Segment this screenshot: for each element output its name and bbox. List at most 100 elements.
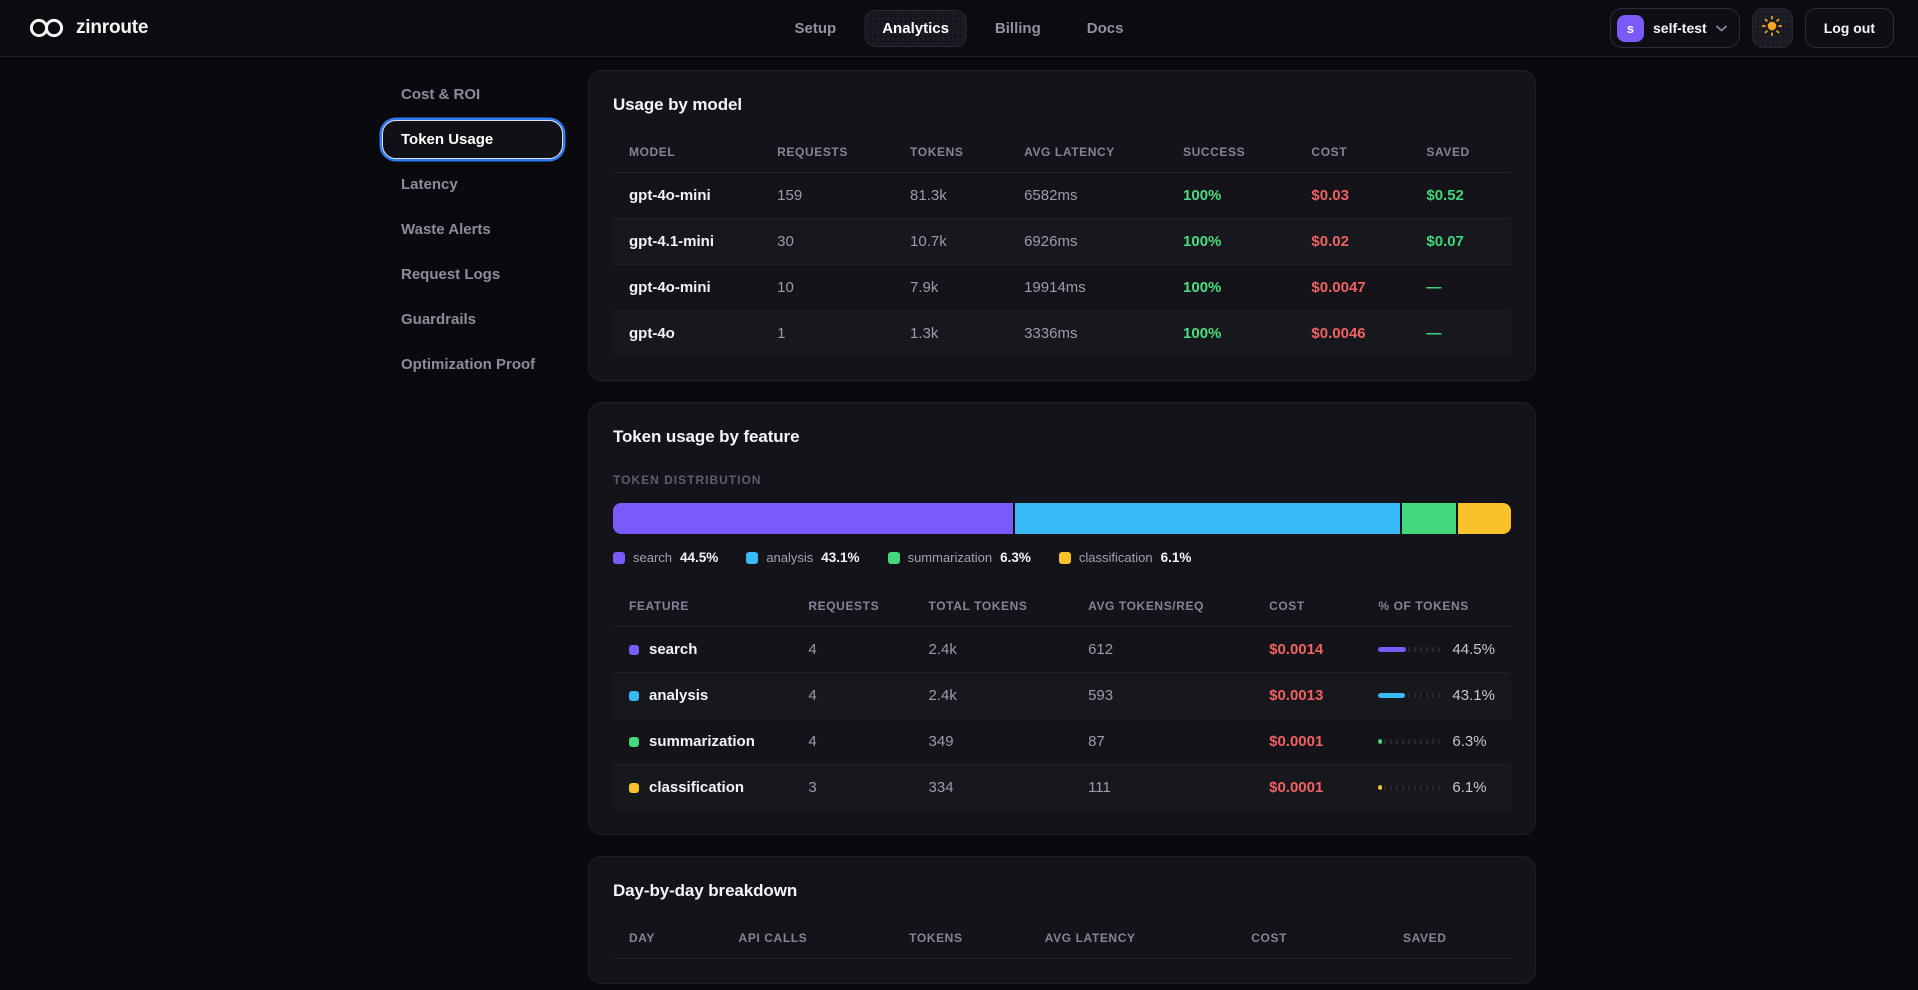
success-value: 100% — [1183, 187, 1222, 204]
feature-name: search — [649, 641, 698, 658]
sidebar-item-optimization-proof[interactable]: Optimization Proof — [401, 356, 536, 373]
chevron-down-icon — [1715, 19, 1727, 37]
tab-billing[interactable]: Billing — [994, 19, 1041, 37]
table-row: gpt-4.1-mini 30 10.7k 6926ms 100% $0.02 … — [613, 218, 1511, 265]
latency-value: 19914ms — [1008, 264, 1168, 311]
pct-of-tokens-cell: 43.1% — [1378, 687, 1495, 704]
pct-of-tokens-cell: 44.5% — [1378, 641, 1495, 658]
sidebar-item-cost-roi[interactable]: Cost & ROI — [401, 86, 481, 103]
col-tokens: TOKENS — [894, 135, 1009, 173]
model-name: gpt-4.1-mini — [613, 218, 762, 265]
table-row: gpt-4o 1 1.3k 3336ms 100% $0.0046 — — [613, 310, 1511, 356]
requests-value: 159 — [777, 187, 803, 204]
model-name: gpt-4o-mini — [629, 187, 711, 204]
pct-track — [1378, 693, 1441, 698]
success-value: 100% — [1167, 264, 1296, 311]
cost-value: $0.0001 — [1253, 718, 1363, 765]
legend-swatch — [746, 551, 759, 564]
table-row: gpt-4o-mini 10 7.9k 19914ms 100% $0.0047… — [613, 264, 1511, 311]
pct-text: 43.1% — [1452, 687, 1495, 704]
feature-swatch — [629, 644, 639, 655]
tokens-value: 7.9k — [894, 264, 1009, 311]
tab-docs[interactable]: Docs — [1086, 19, 1124, 37]
requests-value: 4 — [792, 718, 913, 765]
sidebar-item-waste-alerts[interactable]: Waste Alerts — [401, 221, 491, 238]
total-tokens-value: 349 — [912, 718, 1073, 765]
brand-name: zinroute — [76, 17, 149, 38]
sun-icon — [1762, 15, 1783, 41]
day-by-day-card: Day-by-day breakdown DAY API CALLS TOKEN… — [588, 856, 1536, 984]
col-cost: COST — [1235, 921, 1388, 959]
feature-cell: summarization — [629, 733, 776, 750]
table-row: analysis 4 2.4k 593 $0.0013 — [613, 672, 1511, 719]
tab-setup[interactable]: Setup — [794, 19, 837, 37]
requests-value: 30 — [761, 218, 895, 265]
col-requests: REQUESTS — [792, 589, 913, 627]
table-row: classification 3 334 111 $0.0001 — [613, 764, 1511, 810]
legend-item-search: search 44.5% — [613, 550, 718, 565]
legend-item-analysis: analysis 43.1% — [746, 550, 860, 565]
page-layout: Cost & ROI Token Usage Latency Waste Ale… — [382, 70, 1536, 984]
table-row: summarization 4 349 87 $0.0001 — [613, 718, 1511, 765]
pct-text: 44.5% — [1452, 641, 1495, 658]
pct-fill — [1378, 693, 1406, 698]
latency-value: 6926ms — [1008, 218, 1168, 265]
saved-value: — — [1410, 310, 1511, 356]
saved-value: — — [1410, 264, 1511, 311]
col-total-tokens: TOTAL TOKENS — [912, 589, 1073, 627]
saved-value: $0.07 — [1410, 218, 1511, 265]
logout-button[interactable]: Log out — [1804, 8, 1894, 48]
pct-text: 6.3% — [1452, 733, 1487, 750]
tab-analytics[interactable]: Analytics — [864, 9, 967, 47]
cost-value: $0.0046 — [1295, 310, 1411, 356]
feature-cell: classification — [629, 779, 776, 796]
sidebar-item-token-usage[interactable]: Token Usage — [382, 120, 563, 159]
pct-text: 6.1% — [1452, 779, 1487, 796]
col-requests: REQUESTS — [761, 135, 895, 173]
pct-fill — [1378, 647, 1406, 652]
sidebar-item-latency[interactable]: Latency — [401, 176, 458, 193]
cost-value: $0.0014 — [1269, 641, 1324, 658]
sidebar-item-guardrails[interactable]: Guardrails — [401, 311, 477, 328]
avg-tokens-value: 87 — [1072, 718, 1254, 765]
legend-swatch — [613, 551, 625, 564]
legend-name: analysis — [766, 550, 814, 565]
sidebar-item-request-logs[interactable]: Request Logs — [401, 266, 501, 283]
cost-value: $0.02 — [1295, 218, 1411, 265]
feature-name: summarization — [649, 733, 755, 750]
theme-toggle-button[interactable] — [1751, 8, 1793, 48]
legend-value: 6.3% — [1000, 550, 1031, 565]
col-feature: FEATURE — [613, 589, 793, 627]
avg-tokens-value: 612 — [1088, 641, 1114, 658]
account-avatar: s — [1617, 14, 1644, 42]
table-row: search 4 2.4k 612 $0.0014 4 — [613, 627, 1511, 673]
feature-table: FEATURE REQUESTS TOTAL TOKENS AVG TOKENS… — [613, 589, 1511, 810]
success-value: 100% — [1167, 310, 1296, 356]
total-tokens-value: 2.4k — [912, 672, 1073, 719]
col-api-calls: API CALLS — [722, 921, 894, 959]
col-cost: COST — [1295, 135, 1411, 173]
analytics-sidebar: Cost & ROI Token Usage Latency Waste Ale… — [382, 70, 563, 390]
requests-value: 3 — [792, 764, 913, 810]
bar-segment-search — [613, 503, 1013, 534]
feature-swatch — [629, 690, 639, 701]
pct-of-tokens-cell: 6.1% — [1378, 779, 1495, 796]
cost-value: $0.0001 — [1253, 764, 1363, 810]
feature-cell: search — [629, 641, 776, 658]
pct-track — [1378, 739, 1441, 744]
requests-value: 1 — [761, 310, 895, 356]
col-model: MODEL — [613, 135, 762, 173]
token-usage-by-feature-card: Token usage by feature TOKEN DISTRIBUTIO… — [588, 402, 1536, 835]
account-dropdown[interactable]: s self-test — [1610, 8, 1740, 48]
col-avg-latency: AVG LATENCY — [1028, 921, 1236, 959]
total-tokens-value: 334 — [912, 764, 1073, 810]
col-avg-tokens-req: AVG TOKENS/REQ — [1072, 589, 1254, 627]
table-row: gpt-4o-mini 159 81.3k 6582ms 100% $0.03 … — [613, 173, 1511, 219]
model-name: gpt-4o — [613, 310, 762, 356]
brand-logo: zinroute — [28, 17, 148, 39]
success-value: 100% — [1167, 218, 1296, 265]
tokens-value: 10.7k — [894, 218, 1009, 265]
analytics-content: Usage by model MODEL REQUESTS TOKENS AVG… — [588, 70, 1536, 984]
latency-value: 3336ms — [1008, 310, 1168, 356]
col-avg-latency: AVG LATENCY — [1008, 135, 1168, 173]
